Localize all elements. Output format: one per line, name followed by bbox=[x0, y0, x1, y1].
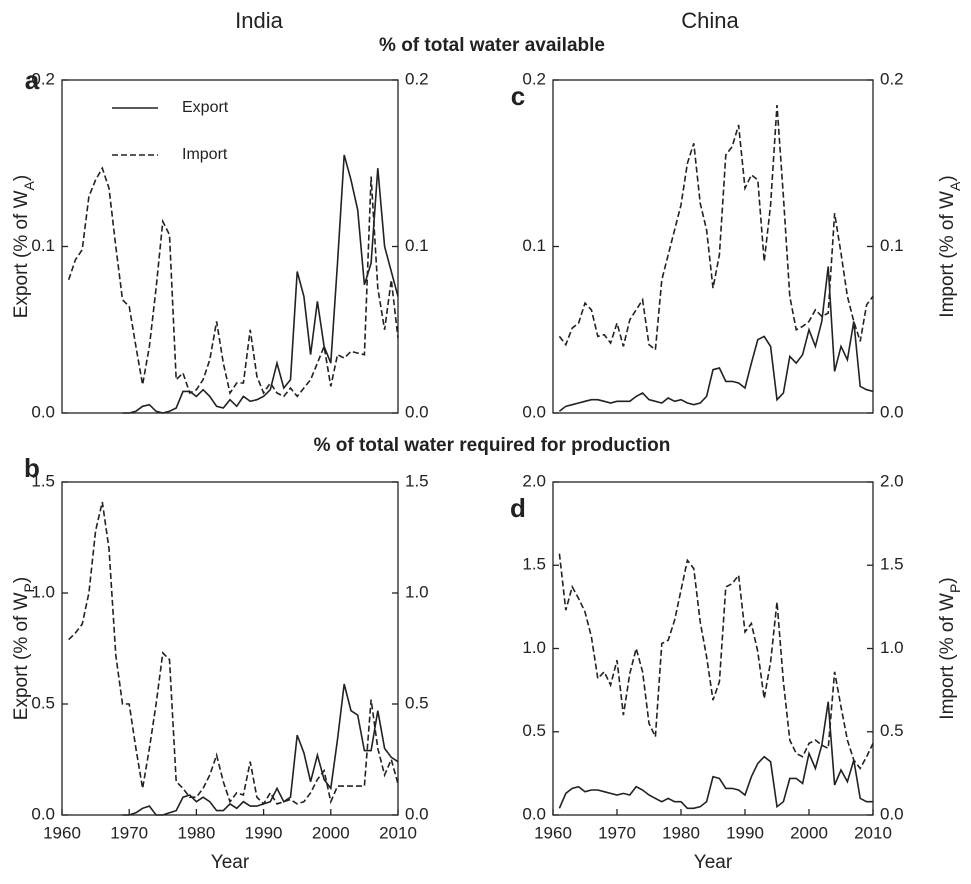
plot-frame bbox=[552, 481, 874, 816]
y2-tick-label: 0.0 bbox=[405, 804, 429, 823]
axis-label-part: P bbox=[21, 583, 37, 592]
axis-label: Import (% of WP) bbox=[937, 577, 963, 719]
y2-tick-label: 0.1 bbox=[880, 236, 904, 255]
y2-tick-label: 0.1 bbox=[405, 236, 429, 255]
y-tick-label: 0.2 bbox=[31, 69, 55, 88]
y-tick-label: 2.0 bbox=[522, 471, 546, 490]
axis-label-part: ) bbox=[11, 175, 32, 181]
y2-tick-label: 0.0 bbox=[405, 402, 429, 421]
y-tick-label: 0.5 bbox=[31, 693, 55, 712]
axis-label-part: Import (% of W bbox=[937, 593, 958, 720]
axis-label-part: Export (% of W bbox=[11, 592, 32, 720]
axis-label-part: Import (% of W bbox=[937, 191, 958, 318]
series-line bbox=[122, 154, 399, 414]
axis-label-part: A bbox=[947, 181, 963, 191]
column-title: China bbox=[681, 8, 739, 33]
x-axis-label: Year bbox=[211, 852, 250, 873]
series-line bbox=[558, 266, 874, 412]
y2-tick-label: 1.5 bbox=[880, 555, 904, 574]
legend-label: Export bbox=[182, 99, 229, 116]
axis-label: Import (% of WA) bbox=[937, 175, 963, 317]
axis-label-part: ) bbox=[937, 175, 958, 181]
row-title: % of total water required for production bbox=[314, 435, 671, 456]
x-tick-label: 2000 bbox=[790, 823, 828, 842]
y2-tick-label: 1.5 bbox=[405, 471, 429, 490]
row-title: % of total water available bbox=[379, 35, 605, 56]
series-line bbox=[67, 166, 399, 398]
plot-frame bbox=[552, 79, 874, 414]
x-tick-label: 1980 bbox=[177, 823, 215, 842]
y2-tick-label: 2.0 bbox=[880, 471, 904, 490]
y-tick-label: 0.5 bbox=[522, 721, 546, 740]
legend-label: Import bbox=[182, 146, 228, 163]
x-tick-label: 2010 bbox=[379, 823, 417, 842]
x-tick-label: 1970 bbox=[598, 823, 636, 842]
axis-label-part: ) bbox=[937, 577, 958, 583]
series-line bbox=[558, 104, 874, 352]
y-tick-label: 1.5 bbox=[31, 471, 55, 490]
y2-tick-label: 0.0 bbox=[880, 402, 904, 421]
y2-tick-label: 1.0 bbox=[405, 582, 429, 601]
y-tick-label: 0.0 bbox=[31, 804, 55, 823]
panel-label: b bbox=[24, 453, 40, 483]
y2-tick-label: 0.5 bbox=[880, 721, 904, 740]
axis-label-part: A bbox=[21, 180, 37, 190]
x-tick-label: 1990 bbox=[726, 823, 764, 842]
y-tick-label: 0.0 bbox=[31, 402, 55, 421]
x-tick-label: 2010 bbox=[854, 823, 892, 842]
y2-tick-label: 0.2 bbox=[405, 69, 429, 88]
series-line bbox=[68, 501, 399, 806]
x-tick-label: 1990 bbox=[245, 823, 283, 842]
plot-frame bbox=[61, 79, 399, 414]
x-tick-label: 2000 bbox=[312, 823, 350, 842]
y-tick-label: 0.0 bbox=[522, 804, 546, 823]
axis-label: Export (% of WA) bbox=[11, 175, 37, 318]
series-line bbox=[558, 553, 874, 770]
y-tick-label: 0.1 bbox=[522, 236, 546, 255]
panel-label: a bbox=[25, 65, 40, 95]
y-tick-label: 1.0 bbox=[522, 638, 546, 657]
column-title: India bbox=[235, 8, 283, 33]
y2-tick-label: 0.2 bbox=[880, 69, 904, 88]
x-tick-label: 1960 bbox=[534, 823, 572, 842]
y-tick-label: 0.2 bbox=[522, 69, 546, 88]
panel-label: c bbox=[511, 81, 525, 111]
plot-frame bbox=[61, 481, 399, 816]
axis-label-part: P bbox=[947, 584, 963, 593]
y2-tick-label: 0.5 bbox=[405, 693, 429, 712]
x-tick-label: 1970 bbox=[110, 823, 148, 842]
series-line bbox=[558, 701, 873, 810]
x-axis-label: Year bbox=[694, 852, 733, 873]
y-tick-label: 0.0 bbox=[522, 402, 546, 421]
y-tick-label: 1.0 bbox=[31, 582, 55, 601]
y2-tick-label: 0.0 bbox=[880, 804, 904, 823]
axis-label-part: ) bbox=[11, 577, 32, 583]
x-tick-label: 1980 bbox=[662, 823, 700, 842]
y-tick-label: 1.5 bbox=[522, 555, 546, 574]
panel-label: d bbox=[510, 493, 526, 523]
series-line bbox=[122, 683, 399, 816]
axis-label-part: Export (% of W bbox=[11, 190, 32, 318]
x-tick-label: 1960 bbox=[43, 823, 81, 842]
y2-tick-label: 1.0 bbox=[880, 638, 904, 657]
y-tick-label: 0.1 bbox=[31, 236, 55, 255]
axis-label: Export (% of WP) bbox=[11, 577, 37, 720]
